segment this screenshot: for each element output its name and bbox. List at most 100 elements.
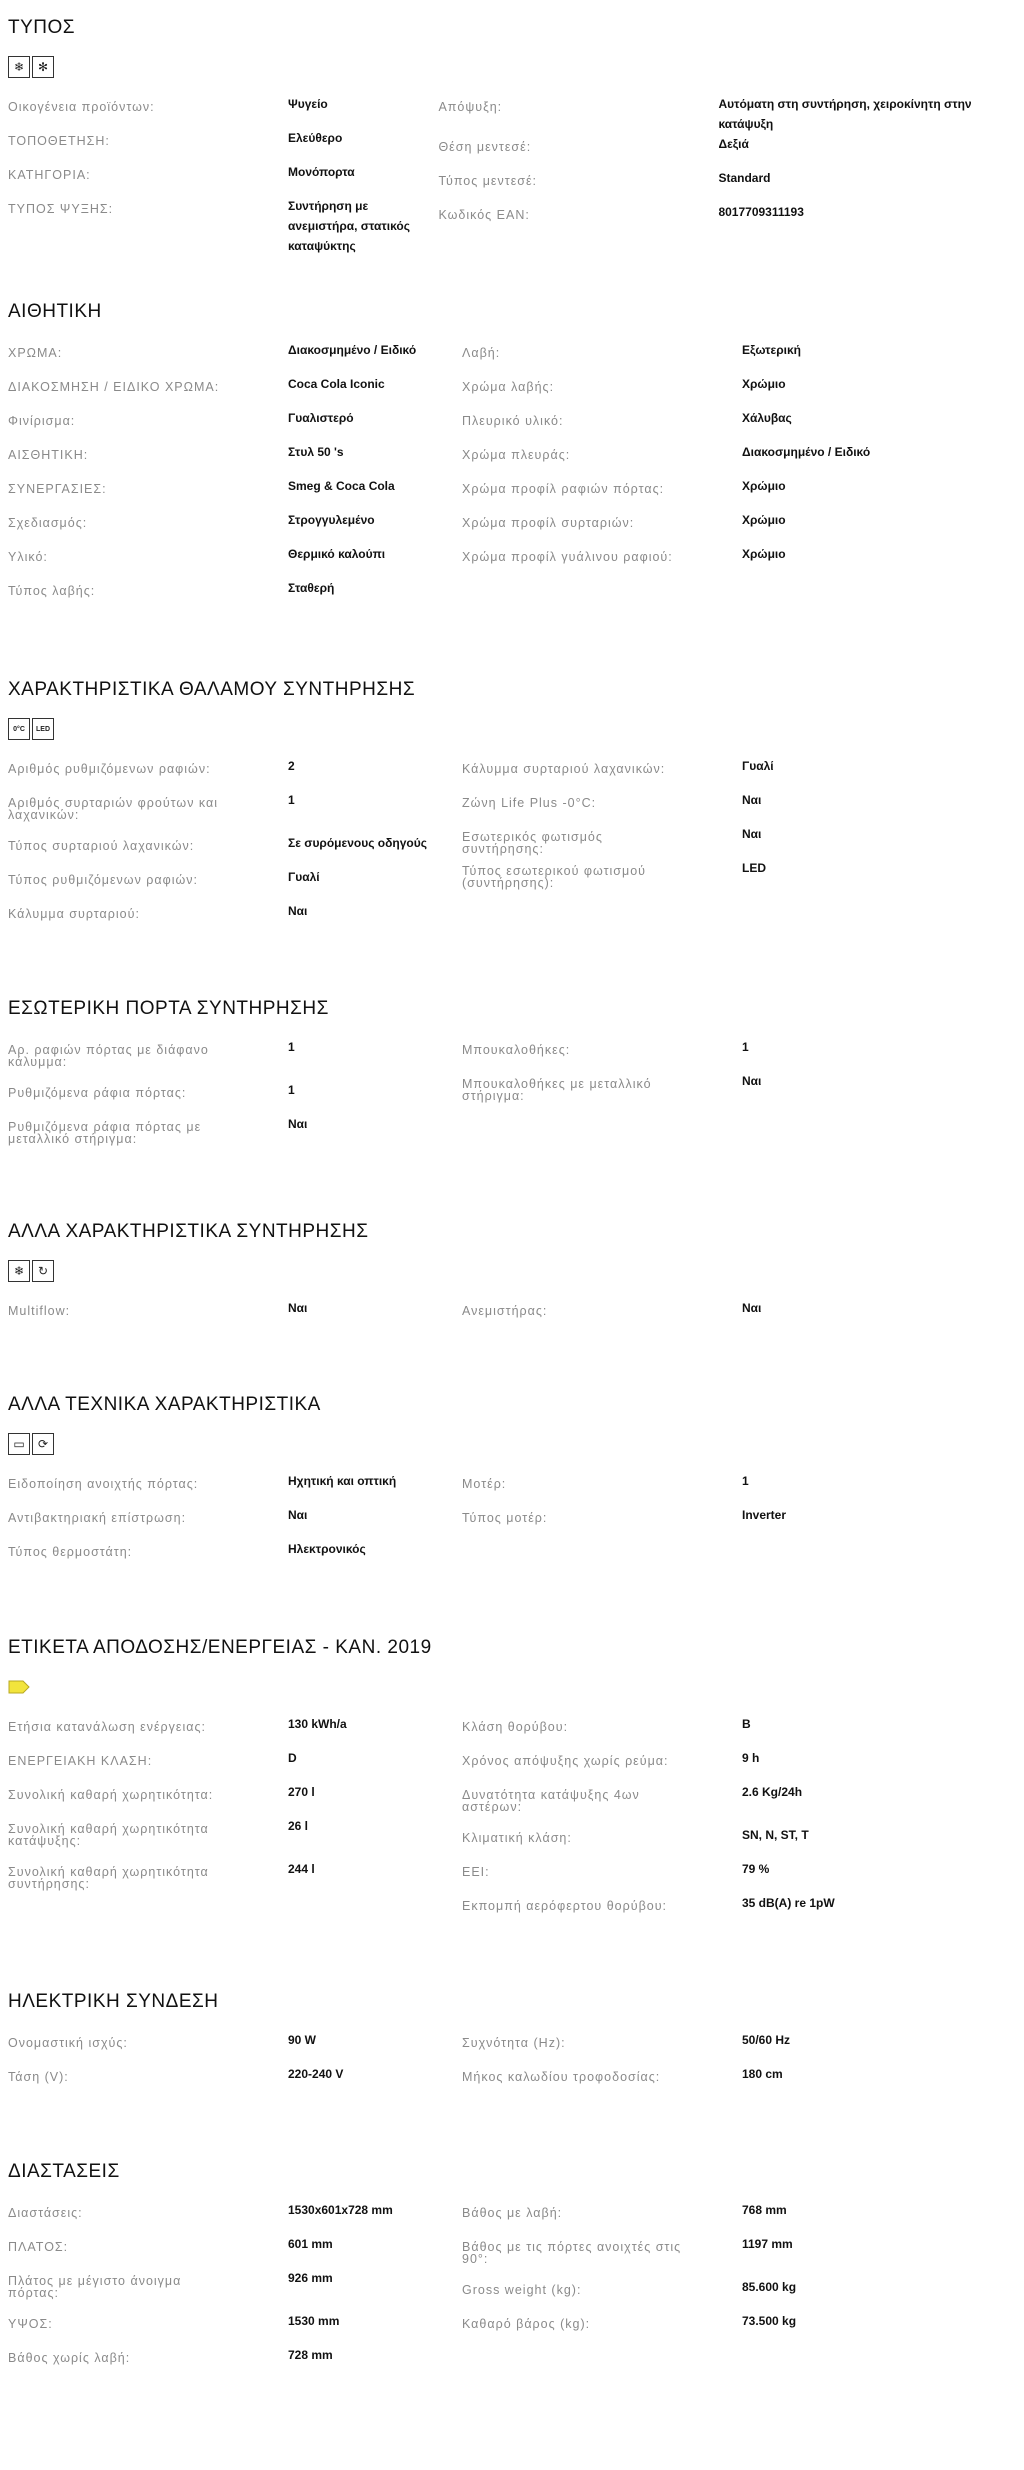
spec-row: Multiflow: Ναι [8, 1298, 462, 1332]
led-light-icon: LED [32, 718, 54, 740]
spec-label: Multiflow: [8, 1304, 71, 1318]
spec-value: 8017709311193 [718, 205, 804, 219]
spec-row: ΧΡΩΜΑ: Διακοσμημένο / Ειδικό [8, 340, 462, 374]
spec-value: 926 mm [288, 2271, 333, 2285]
spec-value: 728 mm [288, 2348, 333, 2362]
spec-row: Τύπος μοτέρ: Inverter [462, 1505, 806, 1539]
spec-column-left: Διαστάσεις: 1530x601x728 mm ΠΛΑΤΟΣ: 601 mm Π… [8, 2200, 462, 2379]
spec-row: Κωδικός EAN: 8017709311193 [438, 202, 1018, 236]
spec-label: Δυνατότητα κατάψυξης 4ων αστέρων: [462, 1788, 640, 1814]
spec-row: ΥΨΟΣ: 1530 mm [8, 2311, 462, 2345]
spec-label: Χρώμα πλευράς: [462, 448, 571, 462]
spec-row: Κλάση θορύβου: B [462, 1714, 855, 1748]
spec-label: Θέση μεντεσέ: [438, 140, 532, 154]
spec-label: ΧΡΩΜΑ: [8, 346, 63, 360]
spec-value: Στυλ 50 's [288, 445, 344, 459]
spec-value: Χάλυβας [742, 411, 792, 425]
spec-label: Κωδικός EAN: [438, 208, 530, 222]
spec-value: SN, N, ST, T [742, 1828, 809, 1842]
spec-row: Βάθος με λαβή: 768 mm [462, 2200, 816, 2234]
spec-label: Τύπος συρταριού λαχανικών: [8, 839, 195, 853]
spec-value: B [742, 1717, 751, 1731]
spec-row: Θέση μεντεσέ: Δεξιά [438, 134, 1018, 168]
spec-label: Τάση (V): [8, 2070, 69, 2084]
spec-label: Βάθος με λαβή: [462, 2206, 563, 2220]
spec-row: Χρώμα προφίλ γυάλινου ραφιού: Χρώμιο [462, 544, 890, 578]
spec-value: 130 kWh/a [288, 1717, 347, 1731]
spec-value: 2 [288, 759, 295, 773]
spec-row: Τύπος ρυθμιζόμενων ραφιών: Γυαλί [8, 867, 462, 901]
spec-row: Τύπος εσωτερικού φωτισμού (συντήρησης): L… [462, 858, 794, 901]
spec-row: Κάλυμμα συρταριού λαχανικών: Γυαλί [462, 756, 794, 790]
spec-row: ΠΛΑΤΟΣ: 601 mm [8, 2234, 462, 2268]
spec-value: Χρώμιο [742, 377, 786, 391]
spec-section: ΔΙΑΣΤΑΣΕΙΣ Διαστάσεις: 1530x601x728 mm ΠΛΑΤ… [8, 2160, 1018, 2379]
spec-label: ΚΑΤΗΓΟΡΙΑ: [8, 168, 91, 182]
spec-section: ΤΥΠΟΣ ❄ ✻ Οικογένεια προϊόντων: Ψυγείο ΤΟΠΟΘΕ… [8, 16, 1018, 256]
spec-row: Χρόνος απόψυξης χωρίς ρεύμα: 9 h [462, 1748, 855, 1782]
spec-value: 270 l [288, 1785, 315, 1799]
spec-label: Καθαρό βάρος (kg): [462, 2317, 591, 2331]
spec-label: Κάλυμμα συρταριού: [8, 907, 140, 921]
spec-row: Πλάτος με μέγιστο άνοιγμα πόρτας: 926 mm [8, 2268, 462, 2311]
spec-value: 90 W [288, 2033, 317, 2047]
spec-value: Ναι [288, 1117, 308, 1131]
spec-column-right: Απόψυξη: Αυτόματη στη συντήρηση, χειροκίν… [438, 94, 1018, 256]
spec-value: 35 dB(A) re 1pW [742, 1896, 835, 1910]
spec-value: 768 mm [742, 2203, 787, 2217]
spec-row: Βάθος χωρίς λαβή: 728 mm [8, 2345, 462, 2379]
spec-label: Συνολική καθαρή χωρητικότητα συντήρησης: [8, 1865, 209, 1891]
spec-value: 1 [742, 1474, 749, 1488]
spec-column-left: Ετήσια κατανάλωση ενέργειας: 130 kWh/a ΕΝΕ… [8, 1714, 462, 1927]
spec-value: Ψυγείο [288, 97, 328, 111]
spec-row: Τύπος θερμοστάτη: Ηλεκτρονικός [8, 1539, 462, 1573]
spec-value: Συντήρηση με ανεμιστήρα, στατικός καταψύ… [288, 199, 410, 253]
spec-row: Υλικό: Θερμικό καλούπι [8, 544, 462, 578]
spec-value: Ναι [742, 827, 762, 841]
spec-label: Μοτέρ: [462, 1477, 507, 1491]
spec-grid: Αρ. ραφιών πόρτας με διάφανο κάλυμμα: 1 Ρυ… [8, 1037, 1018, 1157]
spec-column-left: Multiflow: Ναι [8, 1298, 462, 1332]
spec-row: ΣΥΝΕΡΓΑΣΙΕΣ: Smeg & Coca Cola [8, 476, 462, 510]
spec-section: ΕΣΩΤΕΡΙΚΗ ΠΟΡΤΑ ΣΥΝΤΗΡΗΣΗΣ Αρ. ραφιών πόρ… [8, 997, 1018, 1157]
spec-section: ΕΤΙΚΕΤΑ ΑΠΟΔΟΣΗΣ/ΕΝΕΡΓΕΙΑΣ - ΚΑΝ. 2019 Ετ… [8, 1636, 1018, 1927]
spec-label: ΥΨΟΣ: [8, 2317, 53, 2331]
spec-label: ΠΛΑΤΟΣ: [8, 2240, 69, 2254]
section-title: ΑΙΘΗΤΙΚΗ [8, 301, 102, 322]
spec-value: 1 [742, 1040, 749, 1054]
spec-row: Ρυθμιζόμενα ράφια πόρτας: 1 [8, 1080, 462, 1114]
spec-column-left: Αριθμός ρυθμιζόμενων ραφιών: 2 Αριθμός συρ… [8, 756, 462, 935]
spec-value: Ηλεκτρονικός [288, 1542, 366, 1556]
spec-row: ΑΙΣΘΗΤΙΚΗ: Στυλ 50 's [8, 442, 462, 476]
spec-label: Εκπομπή αερόφερτου θορύβου: [462, 1899, 668, 1913]
spec-grid: Διαστάσεις: 1530x601x728 mm ΠΛΑΤΟΣ: 601 mm Π… [8, 2200, 1018, 2379]
spec-row: Αριθμός ρυθμιζόμενων ραφιών: 2 [8, 756, 462, 790]
spec-label: EEI: [462, 1865, 490, 1879]
spec-row: ΤΟΠΟΘΕΤΗΣΗ: Ελεύθερο [8, 128, 438, 162]
spec-column-right: Μπουκαλοθήκες: 1 Μπουκαλοθήκες με μεταλλικ… [462, 1037, 781, 1157]
spec-row: Χρώμα πλευράς: Διακοσμημένο / Ειδικό [462, 442, 890, 476]
spec-row: Τύπος συρταριού λαχανικών: Σε συρόμενους … [8, 833, 462, 867]
spec-value: Ναι [288, 904, 308, 918]
spec-label: Ρυθμιζόμενα ράφια πόρτας με μεταλλικό στ… [8, 1120, 202, 1146]
spec-column-left: Αρ. ραφιών πόρτας με διάφανο κάλυμμα: 1 Ρυ… [8, 1037, 462, 1157]
spec-value: LED [742, 861, 766, 875]
section-title: ΕΤΙΚΕΤΑ ΑΠΟΔΟΣΗΣ/ΕΝΕΡΓΕΙΑΣ - ΚΑΝ. 2019 [8, 1637, 432, 1658]
spec-label: ΤΟΠΟΘΕΤΗΣΗ: [8, 134, 110, 148]
spec-row: ΕΝΕΡΓΕΙΑΚΗ ΚΛΑΣΗ: D [8, 1748, 462, 1782]
feature-icons: ▭ ⟳ [8, 1433, 1018, 1457]
spec-value: Ελεύθερο [288, 131, 343, 145]
spec-label: Ετήσια κατανάλωση ενέργειας: [8, 1720, 206, 1734]
spec-row: Κλιματική κλάση: SN, N, ST, T [462, 1825, 855, 1859]
spec-label: Ρυθμιζόμενα ράφια πόρτας: [8, 1086, 187, 1100]
spec-row: Ειδοποίηση ανοιχτής πόρτας: Ηχητική και ο… [8, 1471, 462, 1505]
door-alarm-icon: ▭ [8, 1433, 30, 1455]
spec-row: Δυνατότητα κατάψυξης 4ων αστέρων: 2.6 Kg/… [462, 1782, 855, 1825]
spec-value: 1 [288, 793, 295, 807]
spec-label: Τύπος θερμοστάτη: [8, 1545, 133, 1559]
section-title: ΕΣΩΤΕΡΙΚΗ ΠΟΡΤΑ ΣΥΝΤΗΡΗΣΗΣ [8, 998, 329, 1019]
spec-row: Ανεμιστήρας: Ναι [462, 1298, 781, 1332]
spec-label: Μπουκαλοθήκες: [462, 1043, 571, 1057]
spec-row: Συχνότητα (Hz): 50/60 Hz [462, 2030, 810, 2064]
spec-value: Χρώμιο [742, 479, 786, 493]
